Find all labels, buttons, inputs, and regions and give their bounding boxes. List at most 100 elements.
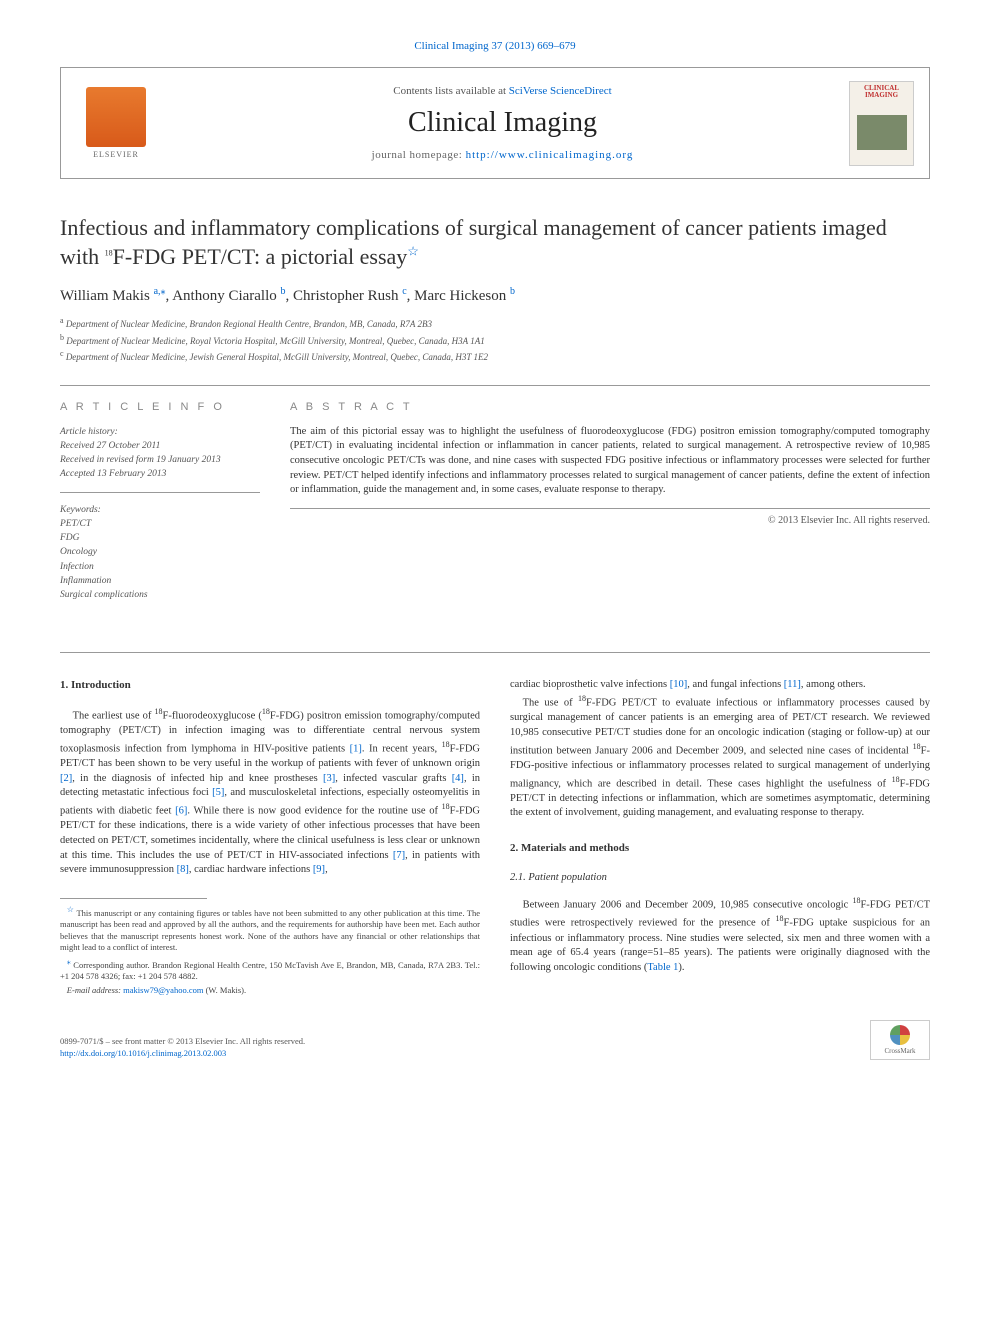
ref-link-5[interactable]: [5]	[212, 787, 224, 798]
author[interactable]: Anthony Ciarallo	[172, 288, 277, 304]
section-divider	[60, 652, 930, 653]
keyword: Oncology	[60, 545, 260, 559]
top-citation-link: Clinical Imaging 37 (2013) 669–679	[60, 40, 930, 52]
journal-homepage: journal homepage: http://www.clinicalima…	[156, 149, 849, 161]
footnotes: ☆ This manuscript or any containing figu…	[60, 905, 480, 997]
ref-link-1[interactable]: [1]	[350, 743, 362, 754]
ref-link-11[interactable]: [11]	[784, 679, 801, 690]
affil-text: Department of Nuclear Medicine, Jewish G…	[66, 352, 488, 362]
abstract-heading: A B S T R A C T	[290, 401, 930, 413]
page: Clinical Imaging 37 (2013) 669–679 ELSEV…	[0, 0, 990, 1090]
history-label: Article history:	[60, 425, 260, 439]
elsevier-logo[interactable]: ELSEVIER	[76, 78, 156, 168]
elsevier-tree-icon	[86, 87, 146, 147]
abstract-text: The aim of this pictorial essay was to h…	[290, 425, 930, 509]
footnote-disclosure: ☆ This manuscript or any containing figu…	[60, 905, 480, 954]
abstract-column: A B S T R A C T The aim of this pictoria…	[290, 401, 930, 603]
ref-link-4[interactable]: [4]	[452, 773, 464, 784]
affiliation: c Department of Nuclear Medicine, Jewish…	[60, 348, 930, 365]
contents-available: Contents lists available at SciVerse Sci…	[156, 85, 849, 97]
keyword: Inflammation	[60, 574, 260, 588]
page-footer: 0899-7071/$ – see front matter © 2013 El…	[60, 1020, 930, 1060]
article-title: Infectious and inflammatory complication…	[60, 214, 930, 271]
keywords-label: Keywords:	[60, 503, 260, 517]
article-info-column: A R T I C L E I N F O Article history: R…	[60, 401, 260, 603]
info-abstract-row: A R T I C L E I N F O Article history: R…	[60, 385, 930, 603]
ref-link-6[interactable]: [6]	[175, 805, 187, 816]
author-marks[interactable]: c	[402, 286, 406, 297]
keyword: Infection	[60, 560, 260, 574]
patient-pop-heading: 2.1. Patient population	[510, 871, 930, 886]
cover-image-icon	[857, 115, 907, 150]
crossmark-badge[interactable]: CrossMark	[870, 1020, 930, 1060]
crossmark-label: CrossMark	[884, 1047, 915, 1055]
affiliation: b Department of Nuclear Medicine, Royal …	[60, 332, 930, 349]
abstract-copyright: © 2013 Elsevier Inc. All rights reserved…	[290, 515, 930, 526]
affil-mark: b	[60, 333, 64, 342]
contents-prefix: Contents lists available at	[393, 85, 508, 97]
sciencedirect-link[interactable]: SciVerse ScienceDirect	[509, 85, 612, 97]
doi-link[interactable]: http://dx.doi.org/10.1016/j.clinimag.201…	[60, 1048, 226, 1058]
footnote-star-mark: ☆	[67, 905, 74, 914]
footer-left: 0899-7071/$ – see front matter © 2013 El…	[60, 1036, 305, 1060]
article-history: Article history: Received 27 October 201…	[60, 425, 260, 493]
affiliations: a Department of Nuclear Medicine, Brando…	[60, 315, 930, 365]
footnote-email: E-mail address: makisw79@yahoo.com (W. M…	[60, 985, 480, 996]
homepage-prefix: journal homepage:	[372, 149, 466, 161]
affil-mark: c	[60, 349, 64, 358]
title-star-mark[interactable]: ☆	[407, 243, 419, 258]
citation-link[interactable]: Clinical Imaging 37 (2013) 669–679	[414, 40, 575, 52]
left-column: 1. Introduction The earliest use of 18F-…	[60, 678, 480, 999]
ref-link-9[interactable]: [9]	[313, 864, 325, 875]
right-column: cardiac bioprosthetic valve infections […	[510, 678, 930, 999]
keyword: PET/CT	[60, 517, 260, 531]
author-marks[interactable]: b	[510, 286, 515, 297]
title-text-2: F-FDG PET/CT: a pictorial essay	[113, 244, 408, 269]
affiliation: a Department of Nuclear Medicine, Brando…	[60, 315, 930, 332]
email-link[interactable]: makisw79@yahoo.com	[123, 985, 203, 995]
affil-text: Department of Nuclear Medicine, Brandon …	[66, 319, 432, 329]
methods-paragraph-1: Between January 2006 and December 2009, …	[510, 895, 930, 975]
footnote-corresponding: ⁎ Corresponding author. Brandon Regional…	[60, 957, 480, 983]
ref-link-10[interactable]: [10]	[670, 679, 688, 690]
author[interactable]: Marc Hickeson	[414, 288, 506, 304]
intro-heading: 1. Introduction	[60, 678, 480, 693]
footnote-corr-mark: ⁎	[67, 957, 71, 966]
footer-copyright: 0899-7071/$ – see front matter © 2013 El…	[60, 1036, 305, 1048]
email-label: E-mail address:	[67, 985, 123, 995]
ref-link-7[interactable]: [7]	[393, 850, 405, 861]
author-marks[interactable]: b	[281, 286, 286, 297]
methods-heading: 2. Materials and methods	[510, 841, 930, 856]
author[interactable]: Christopher Rush	[293, 288, 398, 304]
intro-continuation: cardiac bioprosthetic valve infections […	[510, 678, 930, 693]
elsevier-label: ELSEVIER	[93, 150, 139, 159]
cover-title: CLINICAL IMAGING	[853, 85, 910, 100]
journal-header: ELSEVIER Contents lists available at Sci…	[60, 67, 930, 179]
title-sup: 18	[105, 248, 113, 257]
ref-link-3[interactable]: [3]	[323, 773, 335, 784]
history-item: Received 27 October 2011	[60, 439, 260, 453]
affil-mark: a	[60, 316, 64, 325]
history-item: Received in revised form 19 January 2013	[60, 453, 260, 467]
ref-link-8[interactable]: [8]	[177, 864, 189, 875]
crossmark-icon	[890, 1025, 910, 1045]
keywords-block: Keywords: PET/CT FDG Oncology Infection …	[60, 503, 260, 603]
header-center: Contents lists available at SciVerse Sci…	[156, 85, 849, 161]
author-marks[interactable]: a,⁎	[154, 286, 166, 297]
authors-line: William Makis a,⁎, Anthony Ciarallo b, C…	[60, 286, 930, 305]
body-two-columns: 1. Introduction The earliest use of 18F-…	[60, 678, 930, 999]
journal-cover-thumbnail[interactable]: CLINICAL IMAGING	[849, 81, 914, 166]
intro-paragraph-2: The use of 18F-FDG PET/CT to evaluate in…	[510, 693, 930, 821]
affil-text: Department of Nuclear Medicine, Royal Vi…	[66, 336, 485, 346]
article-info-heading: A R T I C L E I N F O	[60, 401, 260, 413]
history-item: Accepted 13 February 2013	[60, 467, 260, 481]
keyword: FDG	[60, 531, 260, 545]
homepage-link[interactable]: http://www.clinicalimaging.org	[466, 149, 634, 161]
keyword: Surgical complications	[60, 588, 260, 602]
table-ref-link[interactable]: Table 1	[647, 962, 678, 973]
intro-paragraph-1: The earliest use of 18F-fluorodeoxygluco…	[60, 706, 480, 878]
journal-name: Clinical Imaging	[156, 107, 849, 139]
footnote-separator	[60, 898, 207, 899]
author[interactable]: William Makis	[60, 288, 150, 304]
ref-link-2[interactable]: [2]	[60, 773, 72, 784]
